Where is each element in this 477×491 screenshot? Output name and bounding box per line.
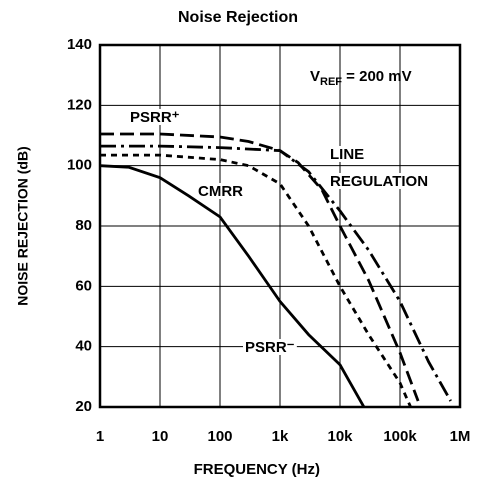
- reference-note-part: V: [310, 68, 320, 85]
- plot-frame: [98, 43, 462, 409]
- y-tick-label: 40: [75, 338, 92, 355]
- y-tick-label: 120: [67, 96, 92, 113]
- series-label: LINE REGULATION: [330, 146, 428, 190]
- x-tick-label: 1M: [450, 428, 471, 445]
- reference-note-part: = 200 mV: [342, 68, 412, 85]
- x-tick-label: 10: [152, 428, 169, 445]
- reference-note-part: REF: [320, 76, 342, 88]
- x-tick-label: 100: [207, 428, 232, 445]
- series-line: [100, 153, 412, 407]
- series-label: PSRR⁻: [245, 339, 295, 356]
- chart-title: Noise Rejection: [178, 9, 298, 26]
- series-line: [100, 132, 420, 402]
- x-axis-label: FREQUENCY (Hz): [194, 461, 320, 478]
- series-line: [100, 144, 452, 402]
- series-label: PSRR⁺: [130, 109, 180, 126]
- y-tick-label: 140: [67, 36, 92, 53]
- y-tick-label: 20: [75, 398, 92, 415]
- reference-note: VREF = 200 mV: [310, 68, 412, 88]
- series-label: LINE REGULATION: [330, 146, 428, 190]
- x-tick-label: 1k: [272, 428, 289, 445]
- y-tick-label: 100: [67, 157, 92, 174]
- series-label: CMRR: [198, 183, 243, 200]
- series-line: [100, 164, 366, 407]
- x-tick-label: 100k: [383, 428, 417, 445]
- series-label: CMRR: [198, 183, 243, 200]
- y-tick-label: 60: [75, 277, 92, 294]
- series-label: PSRR⁺: [130, 109, 180, 126]
- x-tick-label: 10k: [327, 428, 353, 445]
- x-tick-label: 1: [96, 428, 104, 445]
- y-axis-label: NOISE REJECTION (dB): [15, 146, 31, 305]
- y-tick-label: 80: [75, 217, 92, 234]
- series-label: PSRR⁻: [245, 339, 295, 356]
